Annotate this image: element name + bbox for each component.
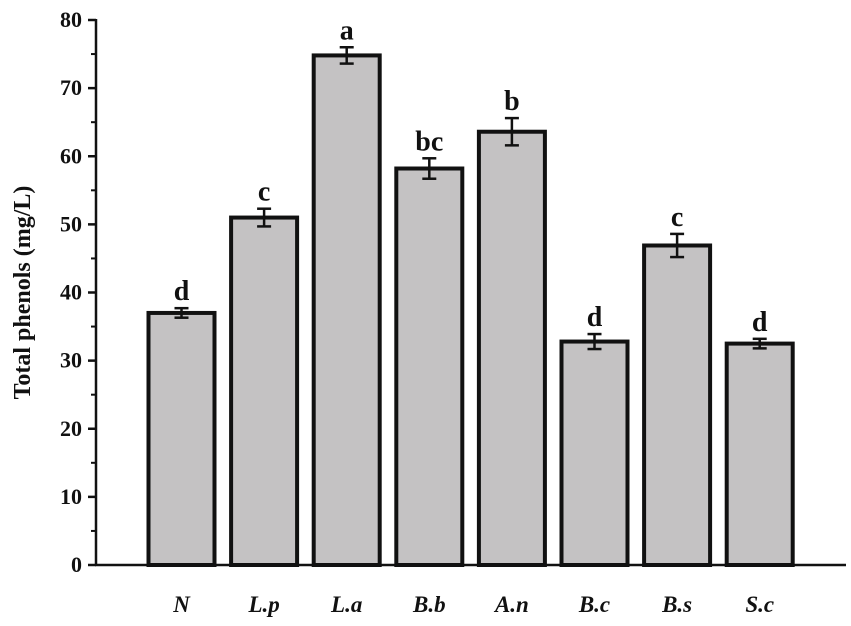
category-label: B.c	[578, 592, 610, 617]
significance-label: d	[752, 307, 768, 338]
bars-layer	[146, 53, 795, 568]
significance-label: c	[671, 202, 683, 233]
y-tick-label: 40	[60, 280, 82, 305]
bar-bb	[394, 166, 465, 567]
error-bars-layer	[174, 46, 767, 351]
y-tick-label: 0	[71, 552, 82, 577]
significance-label: a	[340, 15, 354, 46]
y-ticks-layer: 0 10 20 30 40 50 60 70 80	[60, 7, 96, 577]
category-label: A.n	[493, 592, 529, 617]
error-bar	[257, 207, 272, 228]
category-label: S.c	[745, 592, 774, 617]
category-label: N	[172, 592, 191, 617]
error-bar	[587, 332, 602, 351]
category-label: B.s	[661, 592, 692, 617]
bar-sc	[724, 341, 795, 567]
y-tick-label: 50	[60, 211, 82, 236]
bar-la	[311, 53, 382, 568]
y-tick-label: 80	[60, 7, 82, 32]
y-tick-label: 60	[60, 143, 82, 168]
error-bar	[422, 157, 437, 180]
error-bar	[174, 306, 189, 319]
y-tick-label: 30	[60, 348, 82, 373]
y-tick-label: 70	[60, 75, 82, 100]
bar-bs	[642, 243, 713, 567]
category-label: B.b	[412, 592, 446, 617]
bar-an	[476, 129, 547, 567]
significance-label: d	[587, 302, 603, 333]
significance-label: c	[258, 177, 270, 208]
bar-n	[146, 310, 217, 567]
bar-bc	[559, 339, 630, 567]
category-label: L.p	[247, 592, 279, 617]
error-bar	[670, 232, 685, 259]
category-label: L.a	[330, 592, 362, 617]
y-tick-label: 10	[60, 484, 82, 509]
significance-label: bc	[415, 126, 443, 157]
y-tick-label: 20	[60, 416, 82, 441]
error-bar	[752, 337, 767, 350]
labels-layer: d Nc L.p a L.a bc B.b b A.n d B.c c B.s d S.c	[172, 15, 774, 617]
y-axis-title: Total phenols (mg/L)	[10, 186, 36, 400]
significance-label: b	[504, 86, 520, 117]
error-bar	[504, 116, 519, 147]
significance-label: d	[174, 276, 190, 307]
error-bar	[339, 46, 354, 65]
bar-lp	[229, 215, 300, 567]
